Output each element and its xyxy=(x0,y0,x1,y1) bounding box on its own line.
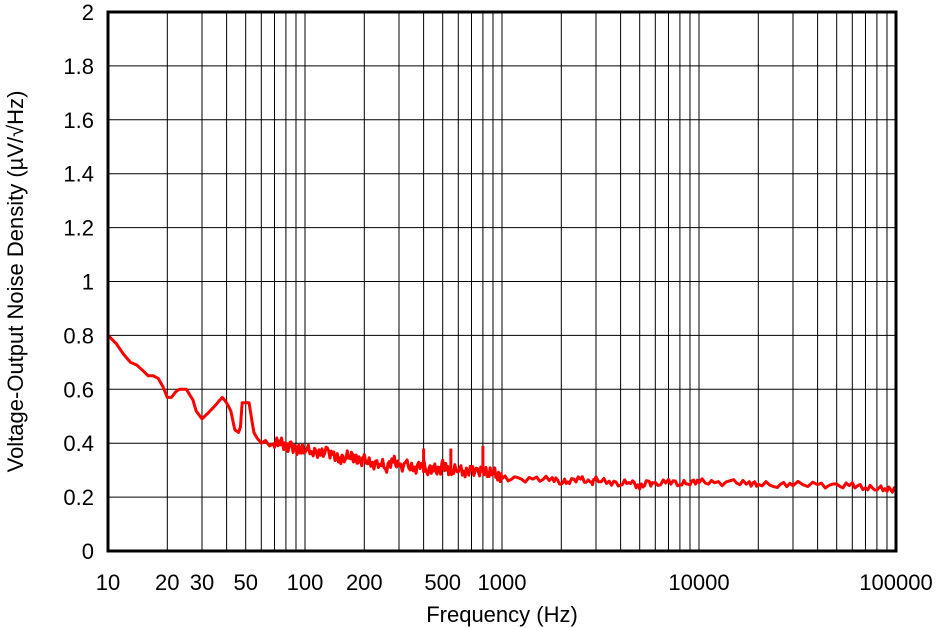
x-tick-labels: 10 20 30 50 100 200 500 1000 10000 100000 xyxy=(96,570,933,595)
y-axis-title: Voltage-Output Noise Density (µV/√Hz) xyxy=(3,91,28,473)
y-tick-label: 0.8 xyxy=(63,323,94,348)
grid-lines xyxy=(108,12,896,551)
y-tick-label: 1 xyxy=(82,270,94,295)
y-tick-label: 0.6 xyxy=(63,377,94,402)
x-tick-label: 30 xyxy=(190,570,214,595)
y-tick-label: 1.2 xyxy=(63,216,94,241)
y-tick-label: 1.4 xyxy=(63,162,94,187)
y-tick-label: 1.6 xyxy=(63,108,94,133)
x-tick-label: 50 xyxy=(233,570,257,595)
y-tick-label: 1.8 xyxy=(63,54,94,79)
x-tick-label: 10000 xyxy=(668,570,729,595)
y-tick-label: 0 xyxy=(82,539,94,564)
x-tick-label: 200 xyxy=(346,570,383,595)
y-tick-labels: 0 0.2 0.4 0.6 0.8 1 1.2 1.4 1.6 1.8 2 xyxy=(63,0,94,564)
series-group xyxy=(106,334,898,494)
x-tick-label: 100000 xyxy=(859,570,932,595)
x-tick-label: 10 xyxy=(96,570,120,595)
x-tick-label: 500 xyxy=(424,570,461,595)
x-tick-label: 100 xyxy=(287,570,324,595)
plot-frame xyxy=(106,10,898,553)
y-tick-label: 0.4 xyxy=(63,431,94,456)
noise-density-series-line xyxy=(106,334,898,494)
x-tick-label: 20 xyxy=(155,570,179,595)
y-tick-label: 2 xyxy=(82,0,94,25)
x-axis-title: Frequency (Hz) xyxy=(426,602,578,627)
y-tick-label: 0.2 xyxy=(63,485,94,510)
x-tick-label: 1000 xyxy=(478,570,527,595)
